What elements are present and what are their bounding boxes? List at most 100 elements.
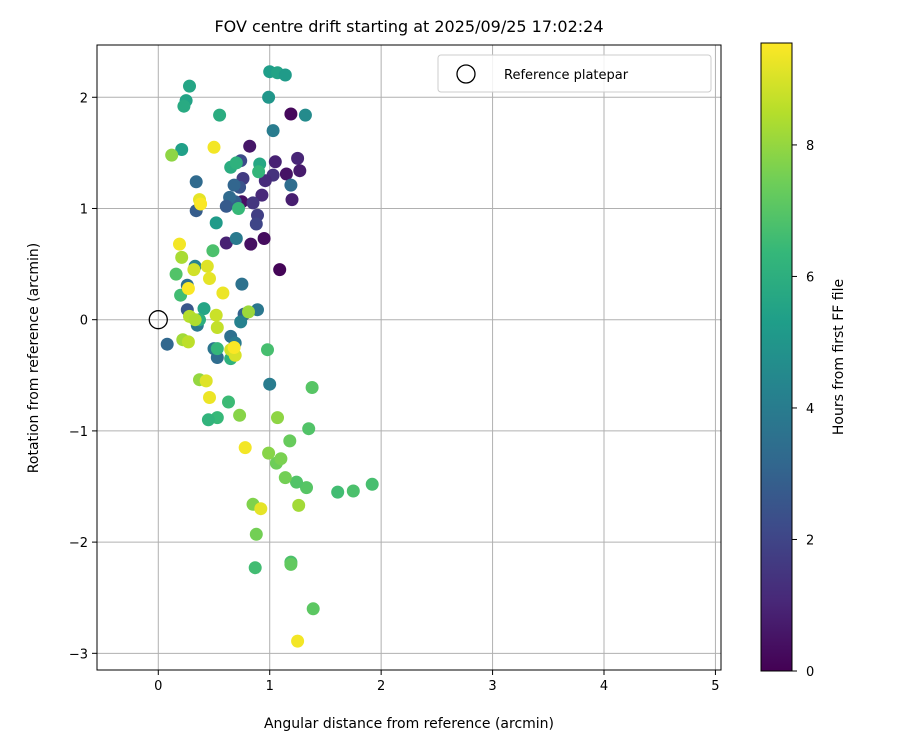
data-point	[252, 165, 266, 179]
data-point	[203, 391, 216, 404]
data-point	[189, 175, 203, 189]
chart-title: FOV centre drift starting at 2025/09/25 …	[214, 17, 603, 36]
data-point	[207, 140, 221, 154]
data-point	[219, 199, 233, 213]
data-points	[160, 65, 379, 648]
x-axis-label: Angular distance from reference (arcmin)	[264, 716, 554, 732]
data-point	[209, 216, 223, 230]
plot-frame	[96, 44, 722, 671]
data-point	[305, 381, 319, 394]
data-point	[188, 313, 202, 327]
colorbar-tick-label: 2	[806, 533, 814, 548]
data-point	[292, 498, 306, 512]
data-point	[273, 263, 287, 277]
data-point	[284, 107, 298, 121]
data-point	[229, 156, 243, 170]
data-point	[278, 68, 292, 82]
y-tick-label: 1	[80, 202, 88, 217]
data-point	[181, 282, 195, 295]
data-point	[235, 277, 249, 291]
data-point	[173, 237, 186, 251]
y-tick-label: −1	[69, 425, 88, 440]
data-point	[258, 174, 272, 188]
data-point	[249, 527, 263, 541]
data-point	[201, 413, 215, 427]
data-point	[199, 374, 213, 388]
data-point	[248, 561, 262, 575]
data-point	[169, 267, 183, 281]
x-tick-label: 0	[154, 679, 162, 694]
legend-marker	[456, 64, 476, 84]
legend-box	[437, 54, 712, 93]
data-point	[181, 335, 195, 349]
data-point	[283, 434, 297, 448]
data-point	[263, 377, 277, 391]
data-point	[206, 244, 220, 258]
grid-lines	[97, 45, 721, 670]
data-point	[261, 343, 274, 357]
data-point	[209, 308, 223, 322]
y-tick-label: −3	[69, 647, 88, 662]
data-point	[183, 79, 196, 93]
data-point	[262, 90, 276, 104]
data-point	[187, 263, 201, 277]
data-point	[262, 446, 276, 460]
colorbar-gradient	[760, 42, 793, 672]
data-point	[278, 471, 292, 485]
data-point	[244, 237, 258, 251]
data-point	[254, 502, 268, 516]
x-tick-label: 1	[266, 679, 274, 694]
y-tick-label: −2	[69, 536, 88, 551]
data-point	[227, 178, 241, 192]
data-point	[200, 259, 214, 273]
data-point	[291, 634, 305, 648]
data-point	[233, 408, 247, 422]
data-point	[291, 151, 305, 165]
data-point	[197, 302, 211, 316]
colorbar: 0 2 4 6 8 Hours from first FF file	[760, 42, 847, 680]
data-point	[293, 164, 307, 178]
data-point	[284, 557, 298, 571]
reference-platepar-marker	[148, 310, 168, 330]
colorbar-ticks: 0 2 4 6 8	[792, 139, 814, 680]
legend: Reference platepar	[437, 54, 712, 93]
data-point	[177, 99, 191, 113]
y-tick-label: 2	[80, 91, 88, 106]
data-point	[216, 286, 230, 300]
x-tick-label: 4	[600, 679, 608, 694]
data-point	[284, 178, 298, 192]
data-point	[255, 188, 269, 202]
data-point	[213, 108, 227, 122]
data-point	[274, 452, 288, 466]
data-point	[232, 202, 245, 215]
data-point	[160, 337, 174, 351]
legend-label: Reference platepar	[504, 68, 629, 83]
data-point	[290, 475, 303, 489]
data-point	[194, 197, 208, 211]
data-point	[246, 196, 260, 210]
data-point	[243, 139, 257, 153]
data-point	[222, 395, 235, 409]
data-point	[268, 155, 282, 169]
data-point	[306, 602, 320, 616]
x-tick-label: 3	[488, 679, 496, 694]
y-axis-label: Rotation from reference (arcmin)	[26, 243, 42, 473]
colorbar-tick-label: 8	[806, 139, 814, 154]
data-point	[238, 441, 252, 455]
data-point	[279, 167, 293, 181]
axis-ticks: 0 1 2 3 4 5 −3 −2 −1 0 1 2	[69, 91, 720, 694]
colorbar-tick-label: 4	[806, 402, 814, 417]
data-point	[227, 341, 241, 354]
data-point	[302, 422, 316, 436]
data-point	[365, 477, 379, 491]
y-tick-label: 0	[80, 314, 88, 329]
data-point	[242, 305, 255, 319]
data-point	[210, 351, 224, 364]
data-point	[257, 232, 271, 245]
data-point	[271, 411, 284, 425]
data-point	[203, 272, 216, 285]
data-point	[285, 193, 299, 207]
data-point	[298, 108, 312, 122]
x-tick-label: 2	[377, 679, 385, 694]
